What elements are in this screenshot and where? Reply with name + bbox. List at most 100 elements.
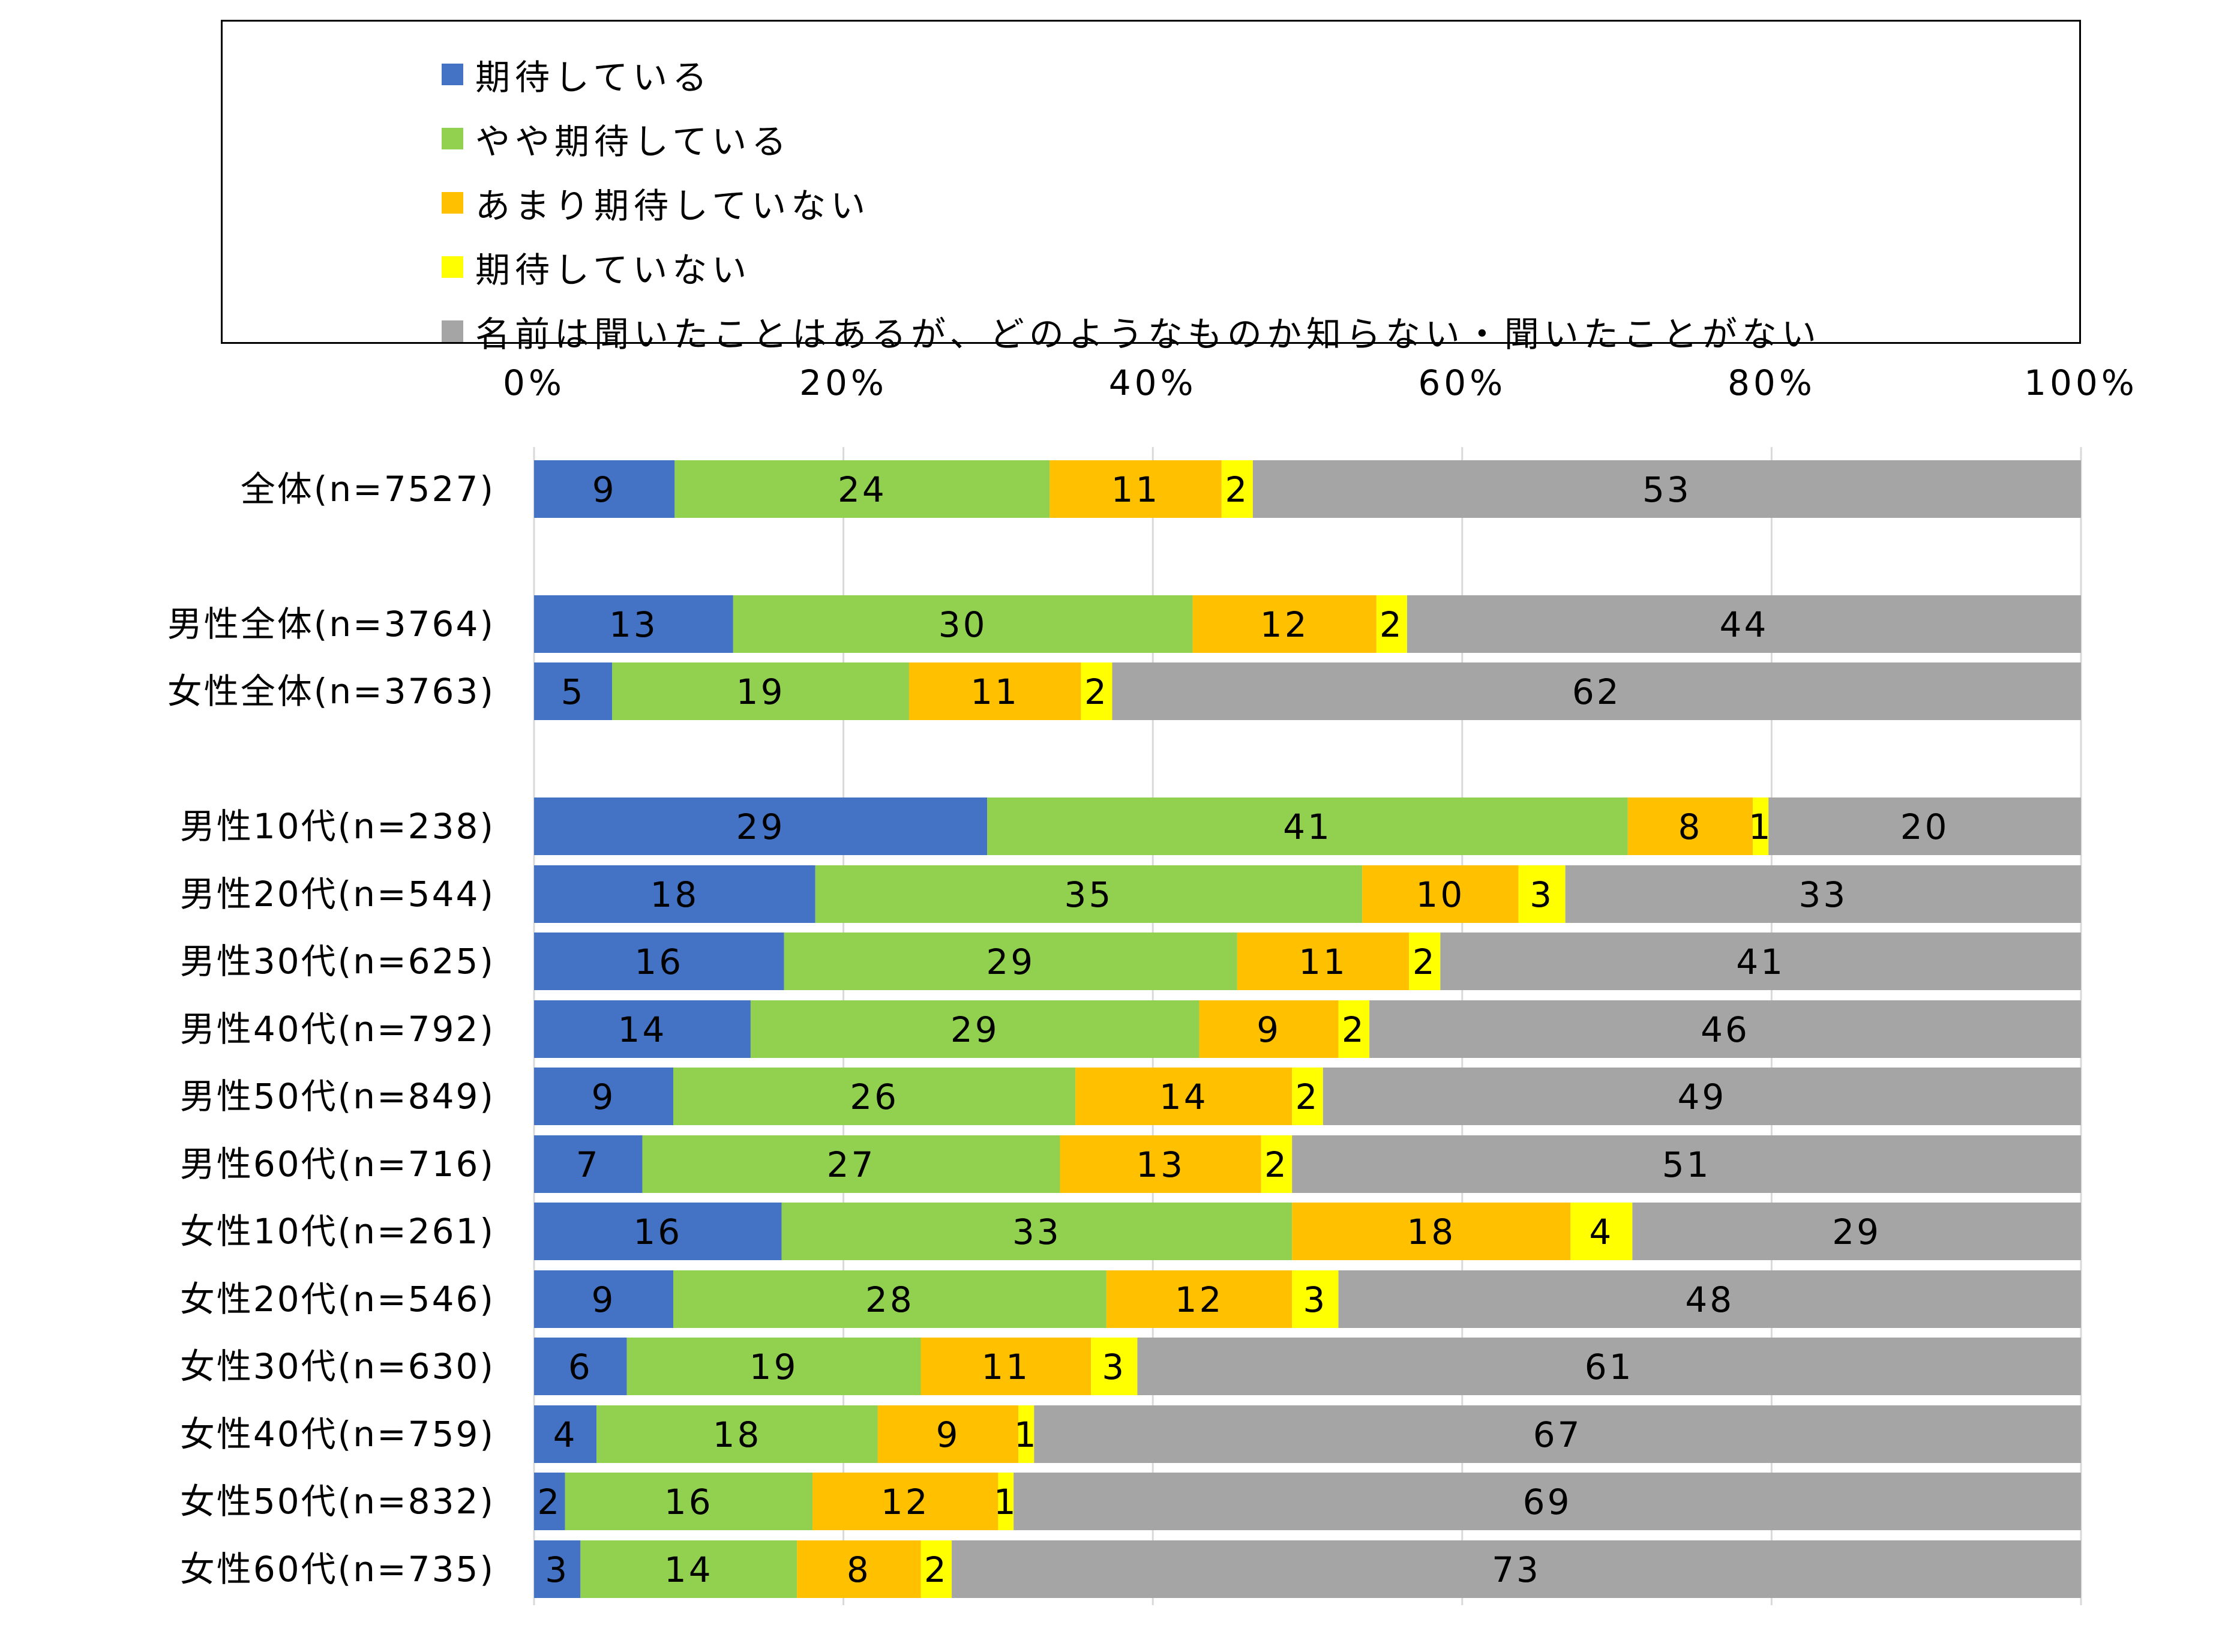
bar-segment <box>815 865 1363 923</box>
category-labels: 全体(n=7527) 男性全体(n=3764) 女性全体(n=3763) 男性10代(… <box>167 469 495 1590</box>
data-label: 41 <box>1736 942 1785 982</box>
data-label: 9 <box>1257 1009 1281 1050</box>
data-label: 1 <box>1749 806 1773 847</box>
data-label: 14 <box>618 1009 667 1050</box>
bar-segment <box>733 595 1193 653</box>
legend: 期待している やや期待している あまり期待していない 期待していない 名前は聞い… <box>221 20 2081 355</box>
bar-segment <box>565 1473 813 1530</box>
legend-swatch-1 <box>442 128 463 149</box>
legend-item: やや期待している <box>442 109 791 169</box>
bar-segment <box>1292 1068 1323 1125</box>
data-label: 6 <box>568 1347 593 1387</box>
bar-segment <box>1075 1068 1293 1125</box>
bar-segment <box>534 1338 627 1395</box>
data-label: 2 <box>924 1549 949 1590</box>
data-label: 4 <box>553 1414 578 1455</box>
data-label: 24 <box>838 469 887 510</box>
data-label: 1 <box>994 1482 1018 1522</box>
x-tick-label: 80% <box>1728 362 1816 403</box>
data-label: 11 <box>970 671 1019 712</box>
bar-segments <box>534 460 2081 1598</box>
data-label: 12 <box>1260 604 1309 645</box>
x-tick-label: 40% <box>1109 362 1197 403</box>
data-label: 8 <box>847 1549 871 1590</box>
bar-segment <box>1192 595 1377 653</box>
bar-segment <box>1237 933 1410 990</box>
data-label: 18 <box>650 874 699 915</box>
data-label: 51 <box>1662 1144 1711 1185</box>
bar-segment <box>1362 865 1519 923</box>
bar-segment <box>1338 1270 2081 1328</box>
legend-label: やや期待している <box>475 121 791 162</box>
data-label: 3 <box>545 1549 569 1590</box>
bar-segment <box>1112 662 2081 720</box>
data-label: 41 <box>1283 806 1332 847</box>
data-label: 16 <box>664 1482 713 1522</box>
bar-segment <box>877 1405 1019 1463</box>
data-label: 13 <box>609 604 658 645</box>
bar-segment <box>1632 1203 2081 1260</box>
data-label: 19 <box>749 1347 799 1387</box>
bar-segment <box>750 1000 1200 1058</box>
bar-segment <box>1565 865 2081 923</box>
data-label: 33 <box>1012 1212 1061 1252</box>
bar-segment <box>812 1473 998 1530</box>
legend-swatch-4 <box>442 320 463 342</box>
bar-segment <box>1018 1405 1034 1463</box>
category-label: 女性60代(n=735) <box>180 1549 495 1590</box>
bar-segment <box>784 933 1237 990</box>
category-label: 男性10代(n=238) <box>180 806 495 847</box>
data-label: 27 <box>827 1144 876 1185</box>
data-label: 69 <box>1523 1482 1572 1522</box>
data-label: 11 <box>981 1347 1030 1387</box>
bar-segment <box>1221 460 1253 518</box>
bar-segment <box>534 1068 674 1125</box>
bar-segment <box>612 662 909 720</box>
category-label: 女性40代(n=759) <box>180 1414 495 1455</box>
category-label: 男性30代(n=625) <box>180 941 495 982</box>
data-label: 2 <box>1225 469 1249 510</box>
data-label: 9 <box>936 1414 961 1455</box>
data-label: 9 <box>592 469 617 510</box>
data-label: 2 <box>537 1482 562 1522</box>
legend-label: 名前は聞いたことはあるが、どのようなものか知らない・聞いたことがない <box>475 314 1821 355</box>
bar-segment <box>781 1203 1293 1260</box>
data-label: 4 <box>1589 1212 1614 1252</box>
bar-segment <box>920 1540 952 1598</box>
bar-segment <box>1570 1203 1633 1260</box>
legend-label: あまり期待していない <box>475 185 871 226</box>
data-label: 30 <box>938 604 988 645</box>
bar-segment <box>1292 1135 2081 1193</box>
bar-segment <box>596 1405 878 1463</box>
legend-swatch-2 <box>442 192 463 214</box>
data-label: 62 <box>1572 671 1621 712</box>
bar-segment <box>534 1473 565 1530</box>
category-label: 女性30代(n=630) <box>180 1346 495 1387</box>
data-label: 2 <box>1264 1144 1289 1185</box>
bar-segment <box>1013 1473 2081 1530</box>
category-label: 全体(n=7527) <box>241 469 495 509</box>
legend-item: 名前は聞いたことはあるが、どのようなものか知らない・聞いたことがない <box>442 301 1821 361</box>
bar-segment <box>1137 1338 2081 1395</box>
legend-label: 期待している <box>475 57 712 98</box>
category-label: 男性50代(n=849) <box>180 1076 495 1117</box>
bar-segment <box>1338 1000 1370 1058</box>
data-label: 16 <box>633 1212 682 1252</box>
data-label: 67 <box>1533 1414 1582 1455</box>
bar-segment <box>1106 1270 1293 1328</box>
category-label: 男性20代(n=544) <box>180 874 495 915</box>
bar-segment <box>987 797 1628 855</box>
data-label: 3 <box>1102 1347 1126 1387</box>
bar-segment <box>626 1338 921 1395</box>
data-label: 14 <box>1159 1077 1209 1117</box>
data-label: 44 <box>1720 604 1769 645</box>
data-label: 1 <box>1014 1414 1039 1455</box>
data-label: 3 <box>1303 1279 1327 1320</box>
x-axis-tick-labels: 0% 20% 40% 60% 80% 100% <box>503 362 2134 403</box>
data-label: 16 <box>634 942 683 982</box>
data-label: 29 <box>986 942 1035 982</box>
data-label: 49 <box>1677 1077 1726 1117</box>
bar-segment <box>1261 1135 1293 1193</box>
category-label: 女性全体(n=3763) <box>167 671 495 712</box>
